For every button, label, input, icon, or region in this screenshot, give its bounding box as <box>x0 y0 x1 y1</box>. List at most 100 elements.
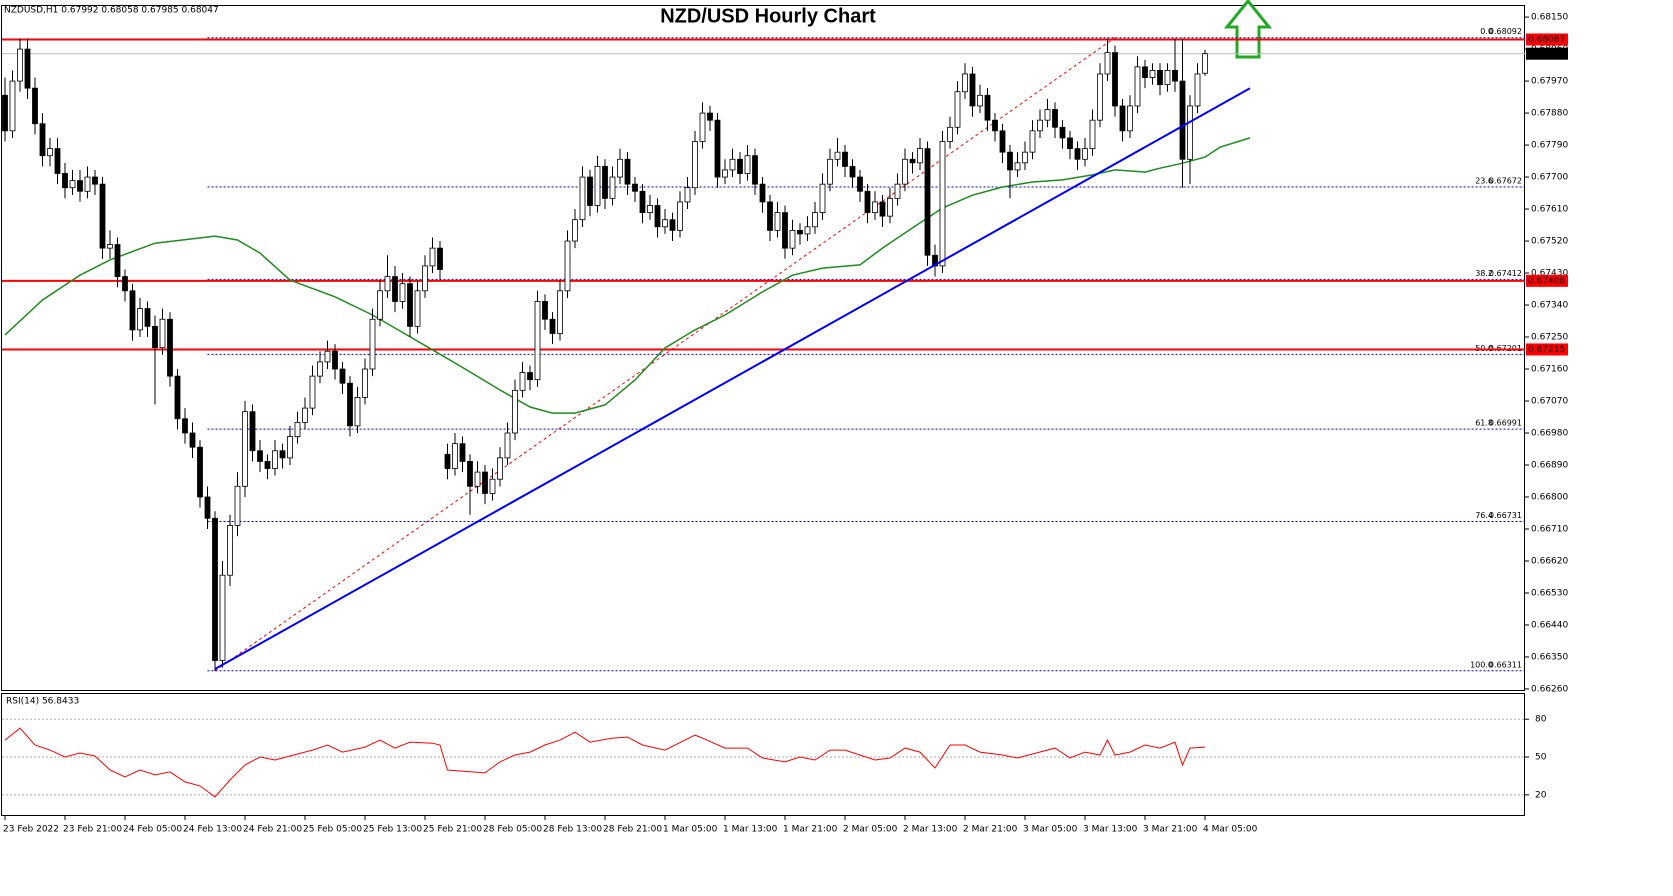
candle-body <box>969 73 976 107</box>
y-tick-label: 0.66800 <box>1531 492 1568 502</box>
candle-body <box>1187 105 1193 160</box>
candle-body <box>834 151 841 160</box>
candle-body <box>729 158 736 171</box>
candle-body <box>407 283 413 327</box>
level-label: 0.67215 <box>1528 345 1565 355</box>
level-box <box>1526 274 1568 287</box>
candle-body <box>1097 73 1103 121</box>
candle-body <box>999 130 1006 153</box>
x-tick-label: 24 Feb 13:00 <box>183 825 242 835</box>
candle-body <box>594 165 601 206</box>
candle-body <box>737 158 743 174</box>
x-tick-label: 2 Mar 05:00 <box>843 825 898 835</box>
candle-body <box>669 219 676 231</box>
x-tick-label: 28 Feb 13:00 <box>543 825 602 835</box>
fib-level-price: 0.67412 <box>1489 269 1522 278</box>
x-tick-label: 23 Feb 21:00 <box>63 825 122 835</box>
y-tick-label: 0.66530 <box>1531 588 1568 598</box>
candle-body <box>1172 70 1178 82</box>
candle-body <box>744 155 751 174</box>
candle-body <box>362 368 368 398</box>
fib-level-ratio: 100.0 <box>1470 660 1493 669</box>
candle-body <box>257 450 263 462</box>
candle-body <box>797 229 803 235</box>
candle-body <box>197 446 203 498</box>
fib-level-price: 0.68092 <box>1489 27 1522 36</box>
candle-body <box>414 290 421 327</box>
x-tick-label: 28 Feb 05:00 <box>483 825 542 835</box>
fib-level-ratio: 61.8 <box>1475 419 1493 428</box>
candle-body <box>617 158 623 178</box>
candle-body <box>212 517 218 661</box>
candle-body <box>347 382 353 427</box>
candle-body <box>249 411 256 452</box>
candle-body <box>549 318 556 334</box>
candle-body <box>677 201 683 231</box>
y-tick-label: 0.67520 <box>1531 237 1568 247</box>
candle-body <box>752 155 758 185</box>
candle-body <box>459 443 466 462</box>
candle-body <box>354 397 361 427</box>
candle-body <box>602 165 608 199</box>
candle-body <box>894 183 901 199</box>
x-tick-label: 3 Mar 13:00 <box>1083 825 1138 835</box>
candle-body <box>1149 70 1156 78</box>
fib-level-ratio: 76.4 <box>1475 511 1493 520</box>
candle-body <box>759 183 766 203</box>
candle-body <box>167 318 173 377</box>
candle-body <box>92 176 98 185</box>
y-tick-label: 0.66890 <box>1531 460 1568 470</box>
candle-body <box>294 421 301 437</box>
current-price-label: 0.68047 <box>1528 49 1565 59</box>
candle-body <box>909 158 916 164</box>
candle-body <box>1014 162 1021 171</box>
candle-body <box>62 173 68 189</box>
candle-body <box>692 141 698 189</box>
candle-body <box>684 187 691 203</box>
candle-body <box>302 407 308 423</box>
fib-level-price: 0.66731 <box>1489 511 1522 520</box>
candle-body <box>422 265 428 292</box>
rsi-line <box>4 727 1206 798</box>
candle-body <box>632 183 638 192</box>
y-tick-label: 0.66620 <box>1531 556 1568 566</box>
x-tick-label: 28 Feb 21:00 <box>603 825 662 835</box>
y-tick-label: 0.66440 <box>1531 620 1568 630</box>
candle-body <box>1059 126 1066 139</box>
candle-body <box>1119 105 1126 132</box>
y-tick-label: 0.67250 <box>1531 333 1568 343</box>
candle-body <box>219 574 226 661</box>
candle-body <box>99 183 106 249</box>
candle-body <box>129 290 136 331</box>
fib-level-price: 0.67672 <box>1489 177 1522 186</box>
x-tick-label: 1 Mar 21:00 <box>783 825 838 835</box>
candle-body <box>204 496 211 519</box>
candle-body <box>489 478 496 494</box>
candle-body <box>519 372 526 391</box>
rsi-title: RSI(14) 56.8433 <box>6 697 79 707</box>
candle-body <box>542 301 548 320</box>
candle-body <box>512 389 518 434</box>
candle-body <box>2 94 8 132</box>
candle-body <box>564 240 571 292</box>
candle-body <box>182 418 188 434</box>
candle-body <box>572 219 578 242</box>
candle-body <box>287 436 293 459</box>
candle-body <box>1157 70 1163 86</box>
x-tick-label: 23 Feb 2022 <box>3 825 59 835</box>
candle-body <box>534 301 541 381</box>
candle-body <box>864 190 871 213</box>
candle-body <box>857 176 863 192</box>
candle-body <box>984 94 991 121</box>
candle-body <box>444 453 451 469</box>
y-tick-label: 0.67880 <box>1531 109 1568 119</box>
candle-body <box>722 169 728 178</box>
candle-body <box>872 201 878 213</box>
candle-body <box>1104 52 1111 75</box>
fib-level-price: 0.66991 <box>1489 419 1522 428</box>
candle-body <box>309 375 316 409</box>
candle-body <box>24 48 31 89</box>
trendline <box>214 87 1251 670</box>
